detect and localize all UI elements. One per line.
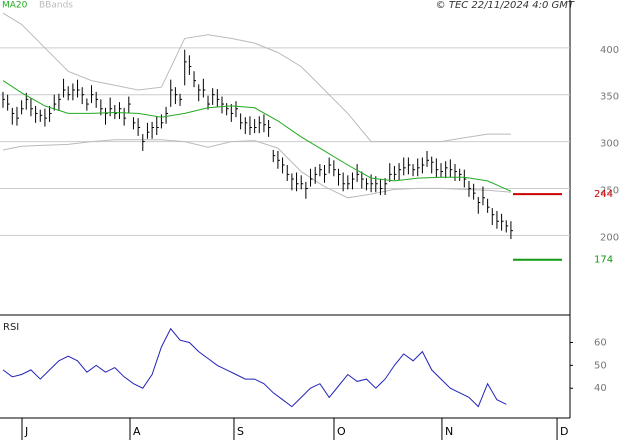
x-tick-label: O — [337, 425, 346, 438]
y-tick-label: 300 — [600, 139, 619, 150]
copyright: © TEC 22/11/2024 4:0 GMT — [436, 0, 575, 11]
x-tick-label: D — [560, 425, 568, 438]
bband-lower — [2, 139, 511, 199]
ma-line — [2, 80, 512, 192]
y-tick-label: 350 — [600, 92, 619, 103]
x-tick-label: N — [445, 425, 453, 438]
x-tick-label: J — [24, 425, 28, 438]
y-tick-label: 400 — [600, 45, 619, 56]
legend-ma: MA20 — [2, 1, 28, 11]
y-tick-label: 60 — [594, 337, 607, 348]
level-label: 174 — [594, 255, 613, 266]
y-tick-label: 40 — [594, 383, 607, 394]
legend-bbands: BBands — [39, 1, 73, 11]
y-tick-label: 200 — [600, 232, 619, 243]
rsi-line — [2, 327, 507, 408]
panel-title: RSI — [3, 322, 19, 333]
y-tick-label: 50 — [594, 360, 607, 371]
x-tick-label: S — [237, 425, 244, 438]
bband-upper — [2, 12, 511, 143]
y-tick-label: 250 — [600, 185, 619, 196]
x-tick-label: A — [133, 425, 141, 438]
level-label: 244 — [594, 189, 613, 200]
